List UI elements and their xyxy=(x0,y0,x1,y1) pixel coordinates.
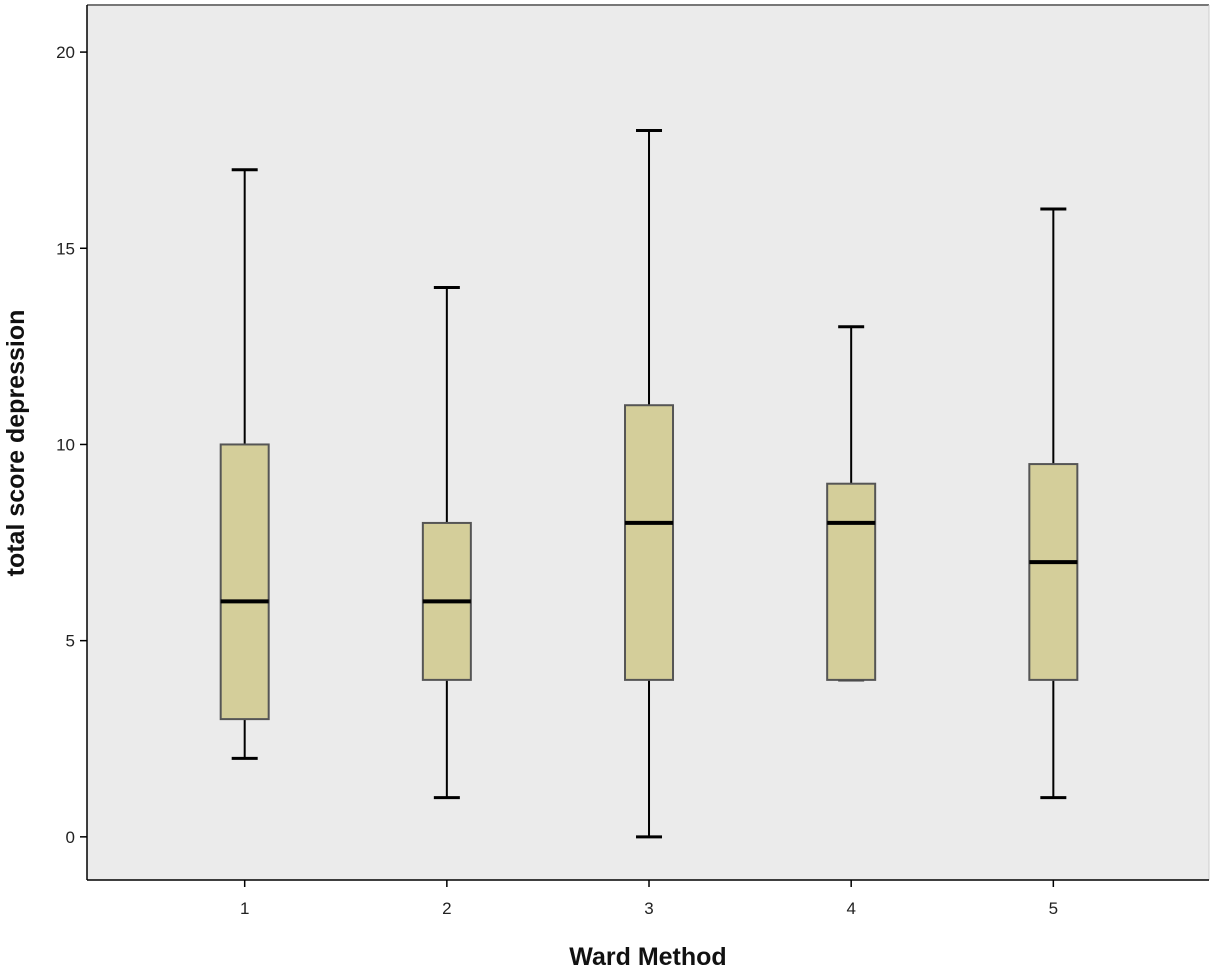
box-group-1 xyxy=(219,168,270,760)
x-axis-title: Ward Method xyxy=(569,943,726,971)
y-tick-label: 5 xyxy=(66,632,75,651)
y-tick-label: 20 xyxy=(56,43,75,62)
iqr-box xyxy=(219,443,270,721)
boxes-layer xyxy=(219,129,1079,839)
iqr-box xyxy=(624,404,675,681)
y-ticks-layer: 0 5 10 15 20 xyxy=(56,43,87,847)
iqr-box xyxy=(826,482,877,681)
y-tick-label: 15 xyxy=(56,239,75,258)
box-group-5 xyxy=(1028,207,1079,800)
box-group-4 xyxy=(826,325,877,682)
x-tick-label: 5 xyxy=(1049,899,1058,918)
y-axis-title: total score depression xyxy=(2,310,30,577)
x-tick-label: 3 xyxy=(644,899,653,918)
x-tick-label: 2 xyxy=(442,899,451,918)
y-tick-label: 10 xyxy=(56,435,75,454)
x-ticks-layer: 1 2 3 4 5 xyxy=(240,880,1058,918)
x-tick-label: 4 xyxy=(846,899,855,918)
x-tick-label: 1 xyxy=(240,899,249,918)
iqr-box xyxy=(1028,463,1079,681)
y-tick-label: 0 xyxy=(66,828,75,847)
box-group-2 xyxy=(421,286,472,800)
box-group-3 xyxy=(624,129,675,839)
